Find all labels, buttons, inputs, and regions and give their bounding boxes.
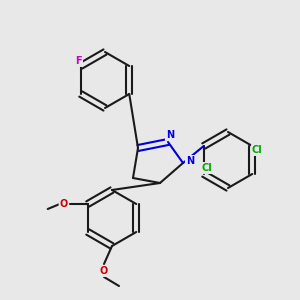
Text: N: N: [186, 156, 194, 166]
Text: Cl: Cl: [252, 145, 262, 155]
Text: F: F: [75, 56, 82, 66]
Text: O: O: [100, 266, 108, 276]
Text: O: O: [60, 199, 68, 209]
Text: N: N: [166, 130, 174, 140]
Text: Cl: Cl: [201, 163, 212, 173]
